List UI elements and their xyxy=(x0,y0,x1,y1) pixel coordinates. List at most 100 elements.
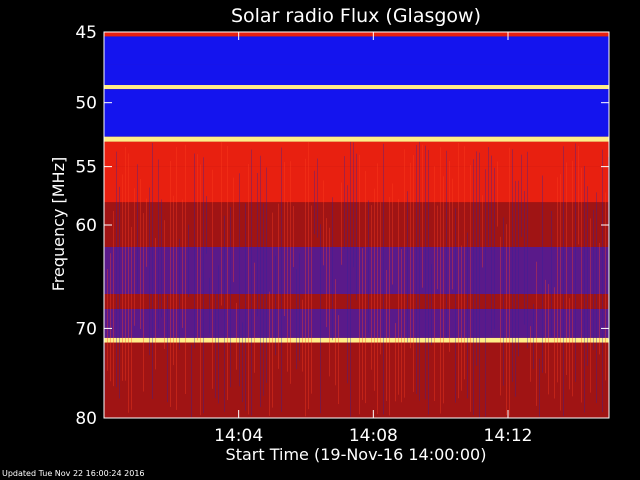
texture-streak xyxy=(572,160,573,397)
texture-streak xyxy=(596,192,597,404)
texture-streak xyxy=(140,179,141,329)
spectrogram-band xyxy=(104,136,609,142)
texture-streak xyxy=(281,147,282,412)
texture-streak xyxy=(575,143,576,382)
spectrogram-band xyxy=(104,64,609,86)
texture-streak xyxy=(413,155,414,392)
texture-streak xyxy=(560,174,561,411)
texture-streak xyxy=(500,236,501,396)
texture-streak xyxy=(122,174,123,381)
texture-streak xyxy=(326,218,327,328)
texture-streak xyxy=(422,144,423,288)
texture-streak xyxy=(374,188,375,391)
texture-streak xyxy=(302,299,303,372)
texture-streak xyxy=(134,188,135,326)
texture-streak xyxy=(311,205,312,394)
texture-streak xyxy=(293,206,294,268)
texture-streak xyxy=(416,144,417,395)
texture-streak xyxy=(551,210,552,337)
texture-streak xyxy=(458,142,459,399)
texture-streak xyxy=(389,197,390,416)
texture-streak xyxy=(359,154,360,415)
texture-streak xyxy=(407,191,408,343)
texture-streak xyxy=(110,253,111,382)
spectrogram-band xyxy=(104,308,609,338)
texture-streak xyxy=(473,159,474,416)
texture-streak xyxy=(524,190,525,325)
texture-streak xyxy=(242,322,243,403)
texture-streak xyxy=(224,215,225,412)
texture-streak xyxy=(494,167,495,330)
spectrogram-band xyxy=(104,36,609,65)
texture-streak xyxy=(194,153,195,349)
texture-streak xyxy=(245,203,246,411)
texture-streak xyxy=(128,153,129,413)
texture-streak xyxy=(191,344,192,418)
texture-streak xyxy=(152,142,153,399)
texture-streak xyxy=(344,156,345,250)
texture-streak xyxy=(107,269,108,371)
y-tick-label: 50 xyxy=(75,94,97,114)
texture-streak xyxy=(317,158,318,238)
texture-streak xyxy=(233,177,234,283)
spectrogram-band xyxy=(104,246,609,295)
texture-streak xyxy=(113,210,114,387)
texture-streak xyxy=(155,238,156,370)
texture-streak xyxy=(584,165,585,413)
texture-streak xyxy=(365,170,366,404)
texture-streak xyxy=(167,295,168,403)
texture-streak xyxy=(329,227,330,377)
texture-streak xyxy=(587,186,588,366)
y-tick-label: 45 xyxy=(75,23,97,43)
texture-streak xyxy=(539,358,540,417)
texture-streak xyxy=(284,162,285,317)
texture-streak xyxy=(554,287,555,399)
texture-streak xyxy=(158,159,159,329)
texture-streak xyxy=(482,195,483,268)
footer-update-time: Updated Tue Nov 22 16:00:24 2016 xyxy=(2,469,145,478)
texture-streak xyxy=(380,202,381,355)
texture-streak xyxy=(518,180,519,357)
texture-streak xyxy=(509,147,510,416)
spectrogram-band xyxy=(104,85,609,90)
texture-streak xyxy=(371,205,372,370)
texture-streak xyxy=(449,160,450,352)
x-axis-label: Start Time (19-Nov-16 14:00:00) xyxy=(226,445,487,464)
y-tick-label: 55 xyxy=(75,158,97,178)
texture-streak xyxy=(239,173,240,387)
texture-streak xyxy=(512,149,513,382)
texture-streak xyxy=(200,164,201,416)
texture-streak xyxy=(515,180,516,397)
chart-title: Solar radio Flux (Glasgow) xyxy=(231,5,481,27)
texture-streak xyxy=(521,154,522,237)
texture-streak xyxy=(599,242,600,355)
texture-streak xyxy=(602,149,603,413)
texture-streak xyxy=(593,209,594,350)
x-tick-label: 14:12 xyxy=(484,426,533,446)
spectrogram-band xyxy=(104,202,609,247)
texture-streak xyxy=(236,302,237,370)
texture-streak xyxy=(290,161,291,384)
texture-streak xyxy=(530,326,531,382)
texture-streak xyxy=(131,226,132,410)
texture-streak xyxy=(485,169,486,417)
texture-streak xyxy=(581,167,582,403)
texture-streak xyxy=(362,248,363,400)
texture-streak xyxy=(488,147,489,247)
texture-streak xyxy=(506,224,507,416)
texture-streak xyxy=(308,142,309,410)
spectrogram-band xyxy=(104,294,609,309)
texture-streak xyxy=(215,290,216,399)
texture-streak xyxy=(323,180,324,266)
texture-streak xyxy=(533,303,534,370)
spectrogram-band xyxy=(104,141,609,167)
texture-streak xyxy=(296,269,297,370)
texture-streak xyxy=(185,144,186,394)
texture-streak xyxy=(428,149,429,415)
texture-streak xyxy=(338,315,339,405)
texture-streak xyxy=(188,224,189,298)
texture-streak xyxy=(260,155,261,407)
texture-streak xyxy=(353,142,354,268)
texture-streak xyxy=(341,182,342,265)
texture-streak xyxy=(149,187,150,356)
